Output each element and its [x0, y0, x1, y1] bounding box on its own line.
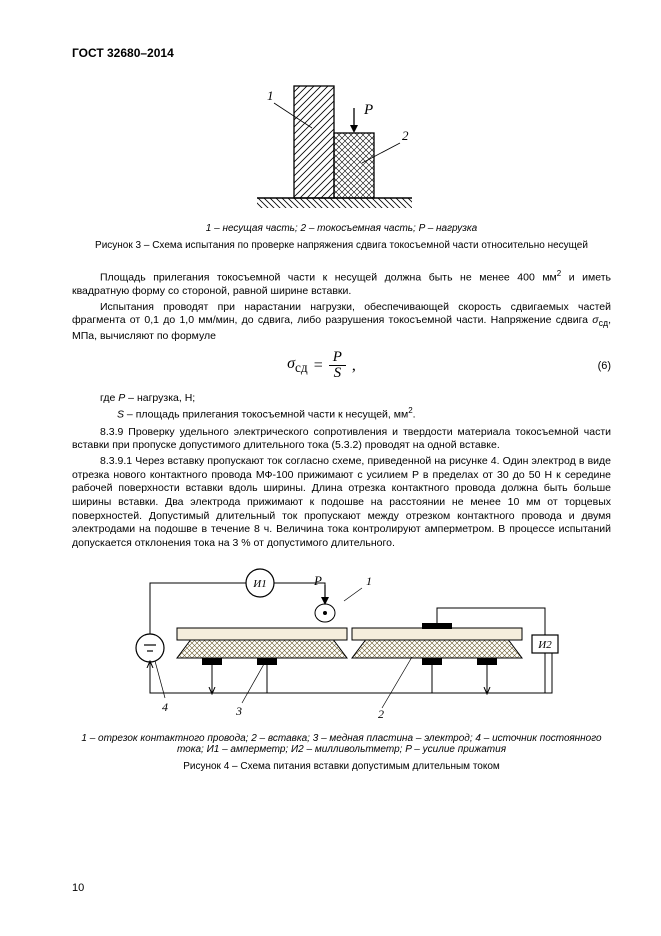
fig3-label-1: 1 — [267, 88, 274, 103]
figure-4-title: Рисунок 4 – Схема питания вставки допуст… — [72, 761, 611, 772]
figure-3-title: Рисунок 3 – Схема испытания по проверке … — [72, 240, 611, 251]
fig4-i2: И2 — [537, 639, 552, 651]
page: ГОСТ 32680–2014 1 P 2 1 – — [0, 0, 661, 936]
fig4-i1: И1 — [252, 578, 266, 590]
fig3-label-2: 2 — [402, 128, 409, 143]
fig4-label-4: 4 — [162, 700, 168, 714]
fig4-label-2: 2 — [378, 707, 384, 721]
figure-3-diagram: 1 P 2 — [252, 78, 432, 213]
fig4-label-1: 1 — [366, 574, 372, 588]
figure-4-legend: 1 – отрезок контактного провода; 2 – вст… — [72, 733, 611, 755]
paragraph-4: 8.3.9.1 Через вставку пропускают ток сог… — [72, 455, 611, 550]
formula-6: σсд = P S , (6) — [72, 350, 611, 383]
where-1: где P – нагрузка, Н; — [72, 392, 611, 406]
equation-number: (6) — [571, 360, 611, 372]
where-2: S – площадь прилегания токосъемной части… — [72, 406, 611, 422]
figure-4-diagram: И1 И2 P 1 2 3 4 — [122, 563, 562, 723]
figure-3-legend: 1 – несущая часть; 2 – токосъемная часть… — [72, 223, 611, 234]
fig4-label-3: 3 — [235, 704, 242, 718]
paragraph-2: Испытания проводят при нарастании нагруз… — [72, 301, 611, 344]
page-number: 10 — [72, 882, 84, 894]
fig4-label-p: P — [313, 573, 322, 588]
paragraph-1: Площадь прилегания токосъемной части к н… — [72, 269, 611, 299]
doc-header: ГОСТ 32680–2014 — [72, 46, 611, 60]
paragraph-3: 8.3.9 Проверку удельного электрического … — [72, 426, 611, 453]
fig3-label-p: P — [363, 102, 373, 118]
